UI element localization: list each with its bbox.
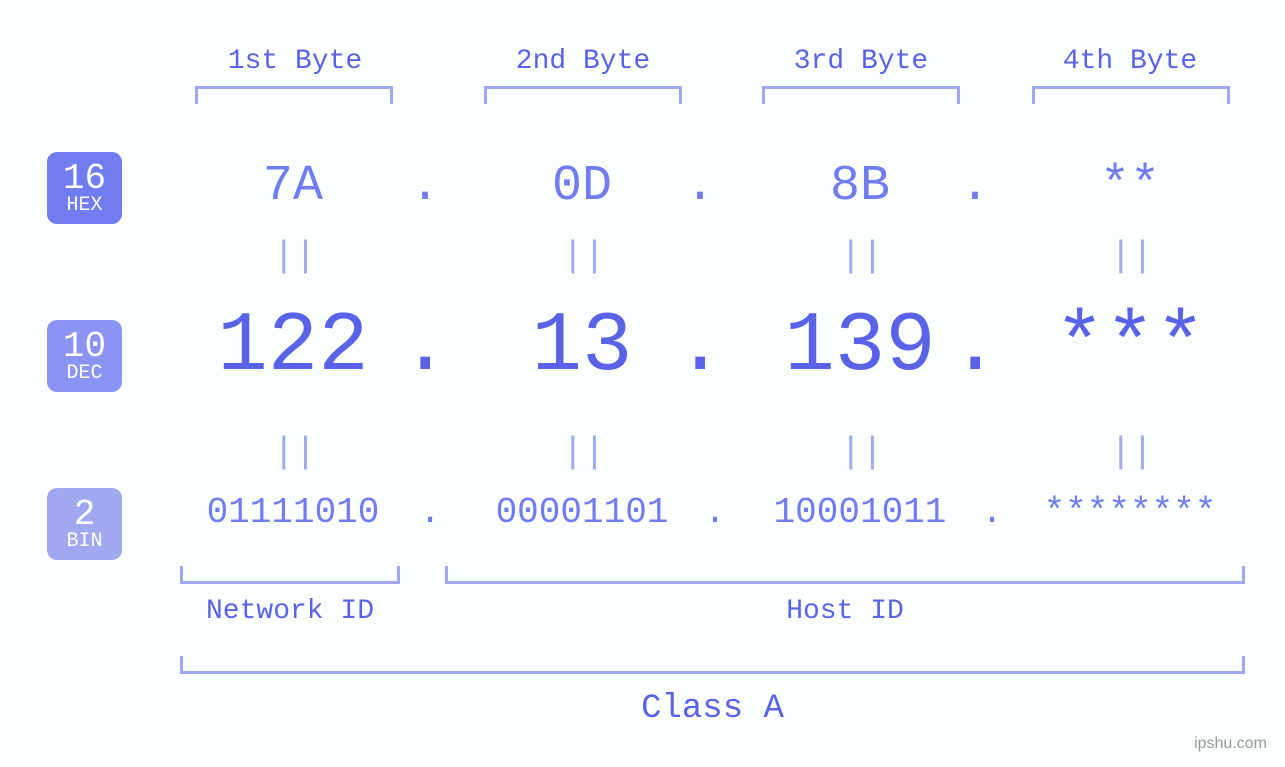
dec-byte-2: 13 bbox=[482, 300, 682, 395]
hex-dot-2: . bbox=[685, 158, 715, 215]
label-host-id: Host ID bbox=[445, 596, 1245, 627]
badge-hex-lbl: HEX bbox=[66, 195, 102, 216]
bin-dot-1: . bbox=[415, 492, 445, 533]
bracket-host-id bbox=[445, 566, 1245, 584]
bracket-top-1 bbox=[195, 86, 393, 104]
bin-byte-1: 01111010 bbox=[183, 492, 403, 533]
hex-dot-1: . bbox=[410, 158, 440, 215]
hex-dot-3: . bbox=[960, 158, 990, 215]
eq-2-3: || bbox=[840, 432, 880, 473]
eq-2-2: || bbox=[562, 432, 602, 473]
dec-byte-4: *** bbox=[1030, 300, 1230, 395]
dec-dot-3: . bbox=[950, 300, 1000, 395]
hex-byte-3: 8B bbox=[810, 158, 910, 215]
badge-hex-num: 16 bbox=[63, 160, 106, 198]
badge-dec: 10 DEC bbox=[47, 320, 122, 392]
dec-dot-2: . bbox=[675, 300, 725, 395]
byte-header-3: 3rd Byte bbox=[786, 46, 936, 77]
badge-bin-num: 2 bbox=[74, 496, 96, 534]
label-network-id: Network ID bbox=[180, 596, 400, 627]
bracket-top-3 bbox=[762, 86, 960, 104]
eq-2-1: || bbox=[273, 432, 313, 473]
badge-dec-lbl: DEC bbox=[66, 363, 102, 384]
bin-dot-2: . bbox=[700, 492, 730, 533]
bracket-top-4 bbox=[1032, 86, 1230, 104]
hex-byte-4: ** bbox=[1080, 158, 1180, 215]
eq-1-3: || bbox=[840, 236, 880, 277]
eq-1-1: || bbox=[273, 236, 313, 277]
bin-byte-4: ******** bbox=[1020, 492, 1240, 533]
badge-dec-num: 10 bbox=[63, 328, 106, 366]
watermark: ipshu.com bbox=[1194, 735, 1267, 753]
bracket-network-id bbox=[180, 566, 400, 584]
dec-byte-1: 122 bbox=[193, 300, 393, 395]
byte-header-4: 4th Byte bbox=[1055, 46, 1205, 77]
bin-byte-2: 00001101 bbox=[472, 492, 692, 533]
hex-byte-2: 0D bbox=[532, 158, 632, 215]
dec-byte-3: 139 bbox=[760, 300, 960, 395]
hex-byte-1: 7A bbox=[243, 158, 343, 215]
byte-header-2: 2nd Byte bbox=[508, 46, 658, 77]
dec-dot-1: . bbox=[400, 300, 450, 395]
byte-header-1: 1st Byte bbox=[220, 46, 370, 77]
badge-bin: 2 BIN bbox=[47, 488, 122, 560]
bracket-class bbox=[180, 656, 1245, 674]
bin-byte-3: 10001011 bbox=[750, 492, 970, 533]
label-class: Class A bbox=[180, 690, 1245, 728]
bracket-top-2 bbox=[484, 86, 682, 104]
eq-1-2: || bbox=[562, 236, 602, 277]
bin-dot-3: . bbox=[977, 492, 1007, 533]
badge-hex: 16 HEX bbox=[47, 152, 122, 224]
eq-1-4: || bbox=[1110, 236, 1150, 277]
badge-bin-lbl: BIN bbox=[66, 531, 102, 552]
eq-2-4: || bbox=[1110, 432, 1150, 473]
